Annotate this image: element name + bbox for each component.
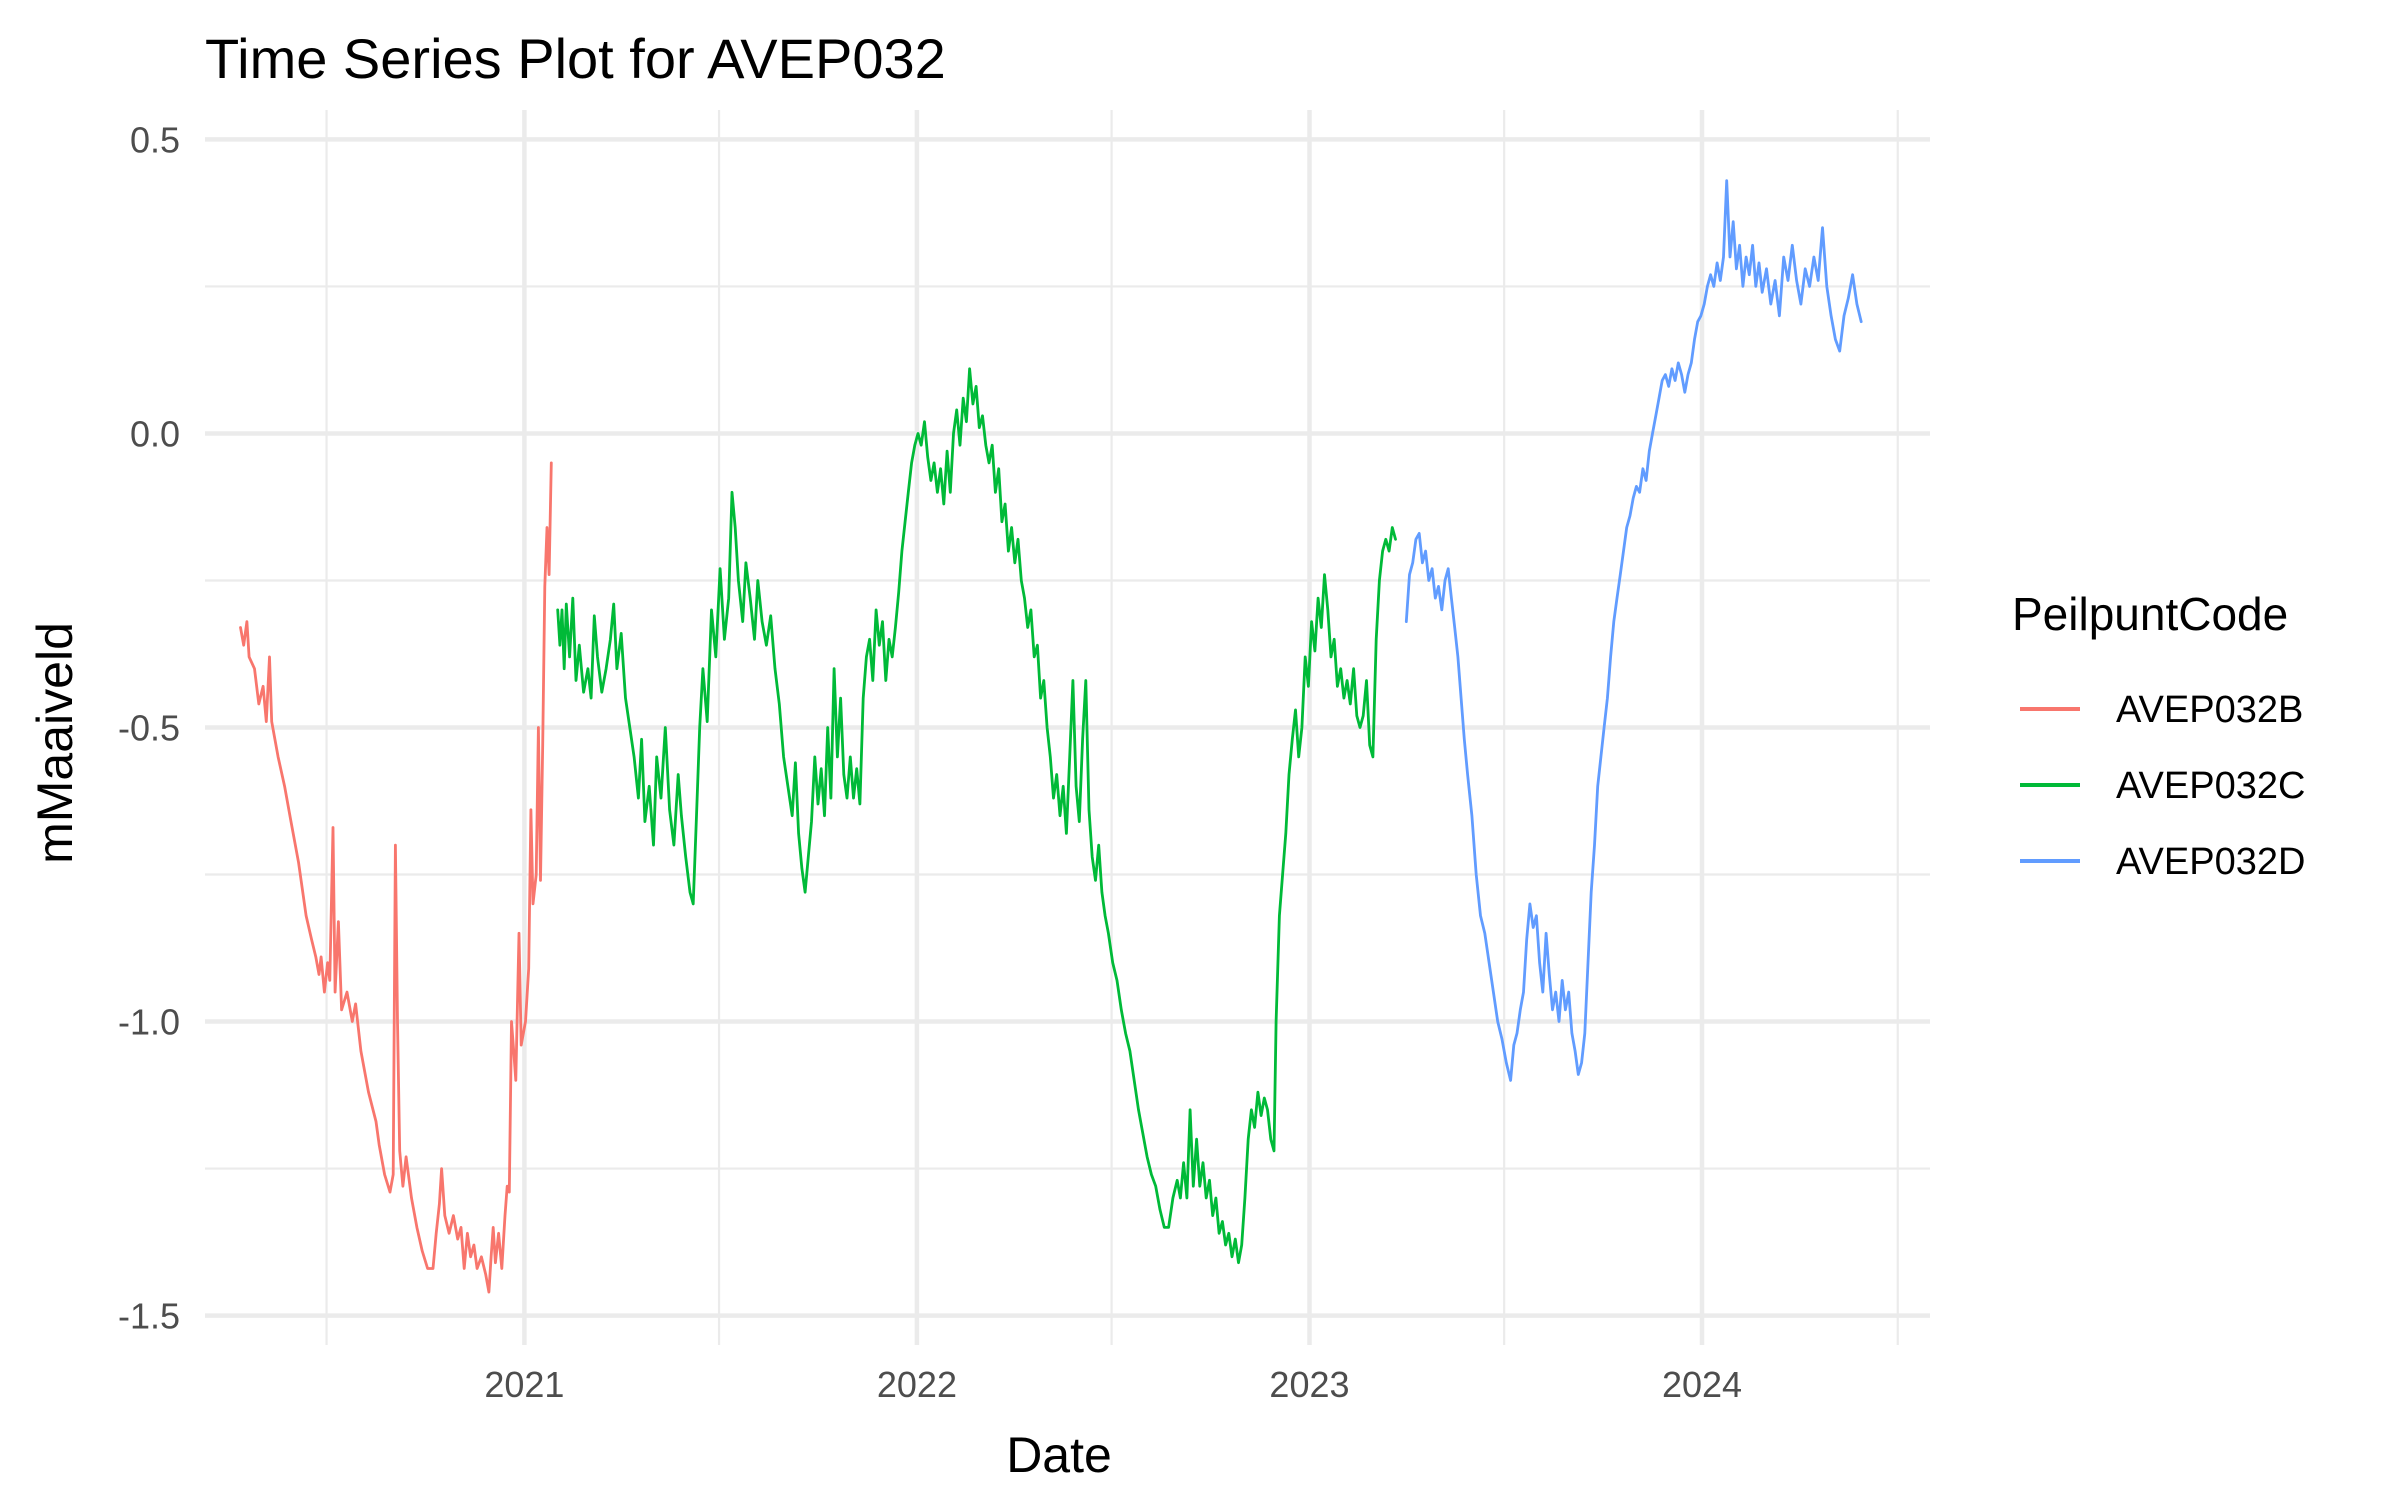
x-tick-label: 2023 <box>1269 1364 1349 1405</box>
y-tick-label: -1.0 <box>118 1002 180 1043</box>
y-tick-label: -0.5 <box>118 708 180 749</box>
legend-label: AVEP032D <box>2116 841 2305 883</box>
y-tick-label: -1.5 <box>118 1296 180 1337</box>
x-tick-label: 2022 <box>877 1364 957 1405</box>
series-lines <box>239 179 1863 1294</box>
chart-title: Time Series Plot for AVEP032 <box>205 27 946 90</box>
legend-items: AVEP032B AVEP032C AVEP032D <box>2020 689 2305 883</box>
series-line-avep032d <box>1404 179 1863 1082</box>
grid-lines <box>205 110 1930 1345</box>
legend-label: AVEP032C <box>2116 765 2305 807</box>
series-line-avep032c <box>556 367 1397 1265</box>
y-axis-tick-labels: 0.5 0.0 -0.5 -1.0 -1.5 <box>118 119 180 1336</box>
y-axis-title: mMaaiveld <box>27 622 83 864</box>
x-axis-title: Date <box>1006 1427 1112 1483</box>
legend-label: AVEP032B <box>2116 689 2303 731</box>
legend-title: PeilpuntCode <box>2012 588 2288 640</box>
y-tick-label: 0.0 <box>130 413 180 454</box>
y-tick-label: 0.5 <box>130 119 180 160</box>
x-axis-tick-labels: 2021 2022 2023 2024 <box>484 1364 1742 1405</box>
series-line-avep032b <box>239 461 553 1294</box>
legend: PeilpuntCode AVEP032B AVEP032C AVEP032D <box>2012 588 2305 883</box>
x-tick-label: 2024 <box>1662 1364 1742 1405</box>
x-tick-label: 2021 <box>484 1364 564 1405</box>
